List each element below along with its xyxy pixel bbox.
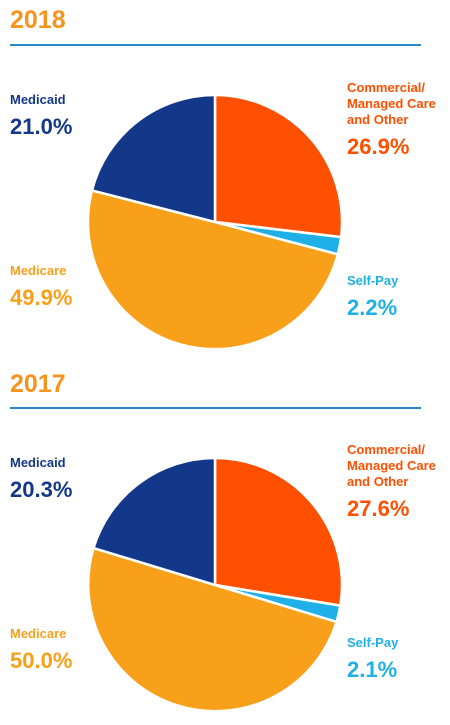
title-rule [10,407,421,409]
slice-name: Medicare [10,263,67,278]
pie-slice-commercial-managed-care-and-other [213,93,344,239]
label-medicare: Medicare 50.0% [10,626,72,675]
slice-percent: 27.6% [347,496,410,521]
pie-slice-medicaid [92,456,217,587]
pie-slice-medicare [86,189,340,351]
slice-name: Self-Pay [347,273,399,288]
slice-percent: 26.9% [347,134,410,159]
chart-title: 2017 [10,370,66,398]
chart-2017: 2017 Medicaid 20.3% Commercial/ Managed … [0,362,450,724]
title-rule [10,44,421,46]
slice-name: Medicare [10,626,67,641]
chart-2018: 2018 Medicaid 21.0% Commercial/ Managed … [0,0,450,362]
pie-chart-2018 [86,93,344,351]
label-self-pay: Self-Pay 2.2% [347,273,398,322]
label-commercial: Commercial/ Managed Care and Other 27.6% [347,442,436,523]
pie-slice-medicare [86,546,338,713]
slice-percent: 2.1% [347,657,398,682]
pie-chart-2017 [86,456,344,713]
slice-name: Commercial/ Managed Care and Other [347,80,436,127]
slice-percent: 21.0% [10,114,73,139]
label-commercial: Commercial/ Managed Care and Other 26.9% [347,80,436,161]
label-self-pay: Self-Pay 2.1% [347,635,398,684]
slice-percent: 2.2% [347,295,398,320]
slice-percent: 50.0% [10,648,73,673]
chart-title: 2018 [10,6,66,34]
label-medicaid: Medicaid 20.3% [10,455,72,504]
slice-name: Medicaid [10,455,66,470]
slice-percent: 49.9% [10,285,73,310]
slice-percent: 20.3% [10,477,73,502]
pie-slice-medicaid [90,93,217,224]
pie-slice-commercial-managed-care-and-other [213,456,344,607]
label-medicaid: Medicaid 21.0% [10,92,72,141]
slice-name: Medicaid [10,92,66,107]
slice-name: Commercial/ Managed Care and Other [347,442,436,489]
label-medicare: Medicare 49.9% [10,263,72,312]
slice-name: Self-Pay [347,635,399,650]
